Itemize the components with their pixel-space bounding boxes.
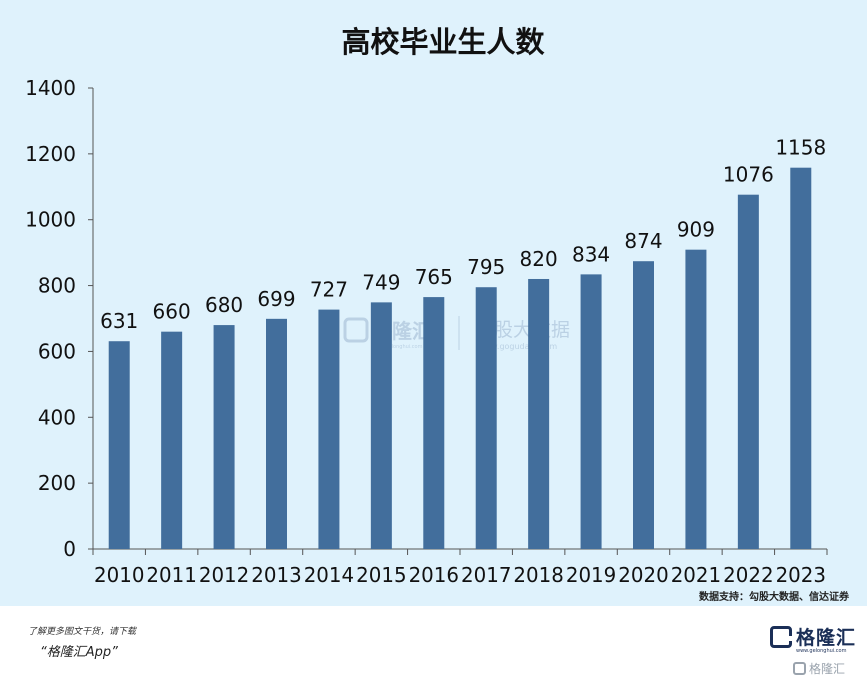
data-label: 660 <box>153 300 191 324</box>
data-label: 749 <box>362 270 400 294</box>
chart-title: 高校毕业生人数 <box>341 25 545 59</box>
footer-band <box>0 606 867 685</box>
data-label: 874 <box>624 229 662 253</box>
y-tick-label: 600 <box>38 339 76 363</box>
y-tick-label: 1400 <box>25 76 76 100</box>
bar <box>475 287 497 549</box>
watermark-brand-url: www.gelonghui.com <box>372 344 423 350</box>
watermark-logo-icon <box>343 317 369 343</box>
x-tick-label: 2015 <box>356 563 406 587</box>
data-labels: 631 660 680 699 727 749 765 795 820 834 874 909 1076… <box>100 136 826 334</box>
y-tick-label: 1000 <box>25 208 76 232</box>
watermark-data-url: www.gogudata.com <box>478 342 557 351</box>
x-tick-label: 2018 <box>513 563 563 587</box>
bar <box>580 274 602 549</box>
y-tick-label: 800 <box>38 274 76 298</box>
x-tick-label: 2023 <box>776 563 826 587</box>
data-label: 795 <box>467 255 505 279</box>
x-tick-label: 2017 <box>461 563 511 587</box>
data-label: 1076 <box>723 163 774 187</box>
brand-name: 格隆汇 <box>796 627 857 649</box>
corner-logo-icon <box>793 662 806 675</box>
y-tick-label: 200 <box>38 471 76 495</box>
data-label: 909 <box>677 218 715 242</box>
chart-panel: 高校毕业生人数 格隆汇 www.gelonghui.com 勾股大数据 www.… <box>0 0 867 606</box>
data-label: 680 <box>205 293 243 317</box>
x-tick-label: 2022 <box>723 563 773 587</box>
bar <box>423 297 445 549</box>
corner-watermark: 格隆汇 <box>793 660 845 677</box>
bar <box>213 325 235 549</box>
x-tick-label: 2010 <box>94 563 144 587</box>
gelonghui-logo-icon <box>770 625 792 648</box>
y-tick-label: 1200 <box>25 142 76 166</box>
data-label: 1158 <box>775 136 826 160</box>
bar <box>528 278 550 549</box>
bar <box>370 302 392 549</box>
source-note: 数据支持：勾股大数据、信达证券 <box>699 590 850 603</box>
bar <box>737 194 759 549</box>
data-label: 834 <box>572 242 610 266</box>
data-label: 727 <box>310 278 348 302</box>
bar <box>318 309 340 549</box>
promo-text: 了解更多图文干货，请下载 <box>28 627 137 637</box>
x-tick-label: 2011 <box>146 563 196 587</box>
x-tick-label: 2012 <box>199 563 249 587</box>
corner-brand: 格隆汇 <box>809 662 846 676</box>
brand-url: www.gelonghui.com <box>796 648 847 654</box>
y-tick-label: 0 <box>63 537 76 561</box>
x-tick-label: 2020 <box>618 563 668 587</box>
bar <box>685 249 707 549</box>
x-tick-label: 2021 <box>671 563 721 587</box>
data-label: 765 <box>415 265 453 289</box>
app-name: “格隆汇App” <box>40 645 118 660</box>
data-label: 820 <box>520 247 558 271</box>
data-label: 699 <box>257 287 295 311</box>
x-tick-label: 2016 <box>409 563 459 587</box>
bar <box>633 261 654 549</box>
x-tick-label: 2013 <box>251 563 301 587</box>
brand-logo: 格隆汇 www.gelonghui.com <box>770 623 856 654</box>
bar <box>790 167 812 550</box>
bar-chart: 高校毕业生人数 格隆汇 www.gelonghui.com 勾股大数据 www.… <box>25 25 850 603</box>
x-axis: 2010 2011 2012 2013 2014 2015 2016 2017 2018 2019… <box>92 548 828 587</box>
bar <box>161 331 183 549</box>
x-tick-label: 2019 <box>566 563 616 587</box>
y-axis: 0 200 400 600 800 1000 1200 1400 <box>25 76 94 561</box>
bar <box>266 318 287 549</box>
x-tick-label: 2014 <box>304 563 354 587</box>
data-label: 631 <box>100 309 138 333</box>
bars <box>108 167 812 550</box>
bar <box>108 341 130 549</box>
y-tick-label: 400 <box>38 405 76 429</box>
